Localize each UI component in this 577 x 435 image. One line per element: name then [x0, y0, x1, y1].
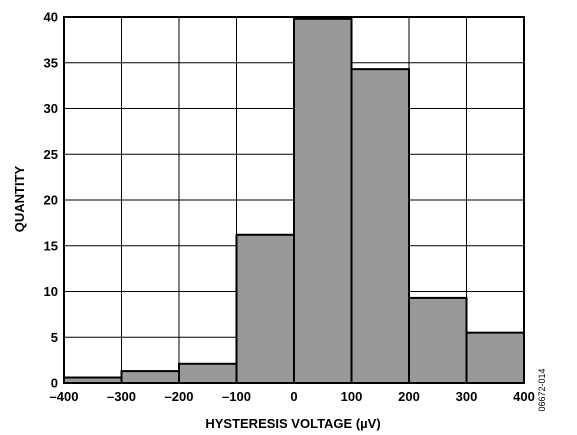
x-tick-label: –200	[165, 389, 194, 404]
x-tick-label: –100	[222, 389, 251, 404]
y-tick-label: 40	[44, 10, 58, 25]
x-tick-label: 100	[341, 389, 363, 404]
x-tick-label: –300	[107, 389, 136, 404]
x-tick-label: 0	[290, 389, 297, 404]
histogram-bar	[350, 68, 410, 384]
y-axis-title: QUANTITY	[12, 165, 27, 232]
y-tick-label: 25	[44, 147, 58, 162]
x-tick-label: –400	[50, 389, 79, 404]
y-tick-label: 5	[51, 330, 58, 345]
x-tick-label: 300	[456, 389, 478, 404]
y-tick-labels: 0 5 10 15 20 25 30 35 40	[44, 10, 58, 391]
figure-id: 06672-014	[537, 368, 547, 411]
x-tick-labels: –400 –300 –200 –100 0 100 200 300 400	[50, 389, 535, 404]
y-tick-label: 30	[44, 101, 58, 116]
histogram-bar	[465, 331, 525, 384]
y-tick-label: 10	[44, 284, 58, 299]
plot-frame	[63, 16, 525, 384]
x-axis-title: HYSTERESIS VOLTAGE (µV)	[205, 416, 380, 431]
histogram-bar	[178, 362, 238, 385]
histogram-bars	[63, 17, 525, 385]
histogram-bar	[293, 17, 353, 385]
histogram-bar	[235, 233, 295, 384]
x-tick-label: 200	[398, 389, 420, 404]
histogram-bar	[408, 296, 468, 384]
y-tick-label: 0	[51, 376, 58, 391]
x-tick-label: 400	[513, 389, 535, 404]
y-tick-label: 15	[44, 238, 58, 253]
y-tick-label: 20	[44, 193, 58, 208]
histogram-bar	[120, 370, 180, 385]
y-tick-label: 35	[44, 55, 58, 70]
